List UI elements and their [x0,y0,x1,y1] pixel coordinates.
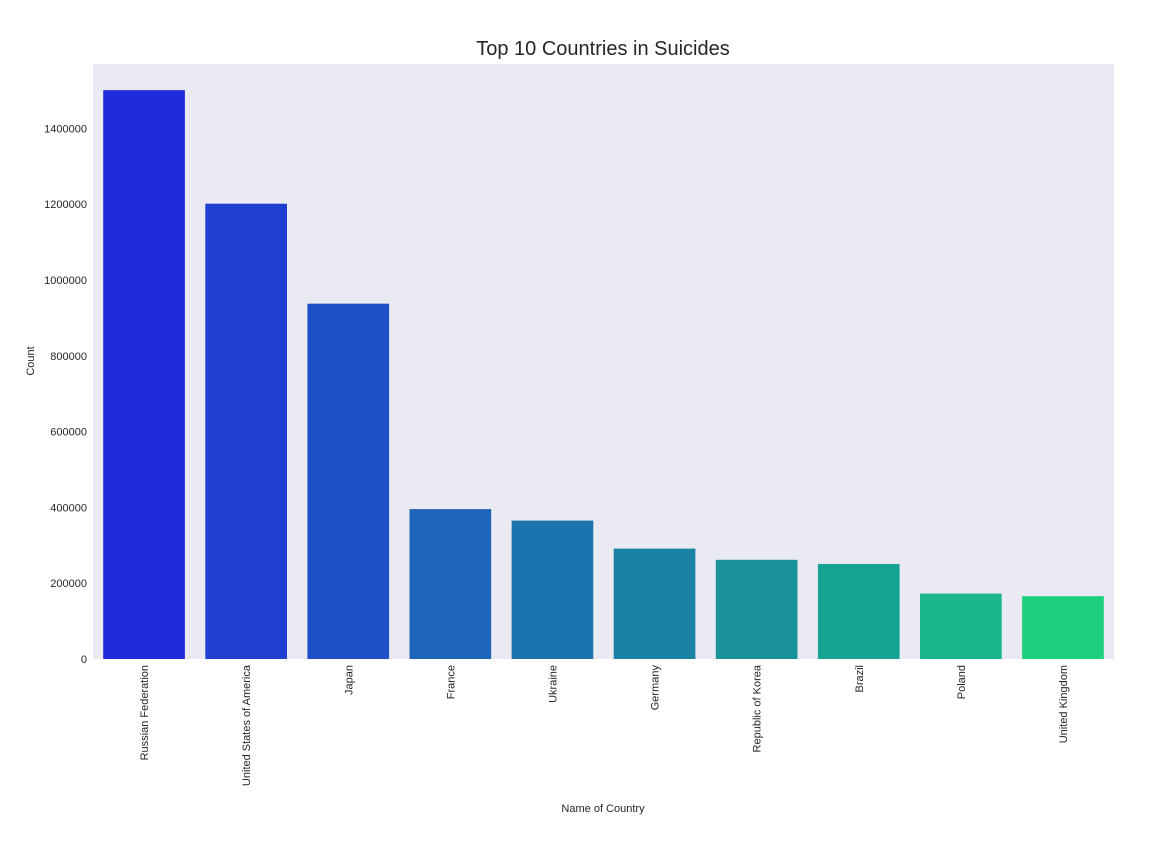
x-tick-label: France [445,665,457,699]
bar-brazil [817,563,900,659]
y-tick-label: 0 [81,654,87,666]
bar-japan [307,303,390,659]
y-tick-label: 1400000 [44,123,87,135]
y-axis-label: Count [25,346,37,375]
x-axis-ticks: Russian Federation United States of Ameri… [139,664,1070,786]
bar-poland [920,593,1002,659]
x-tick-label: Japan [343,665,355,695]
y-tick-label: 800000 [50,351,87,363]
x-tick-label: Ukraine [547,665,559,703]
x-tick-label: United Kingdom [1058,665,1070,743]
x-tick-label: Poland [956,665,968,699]
bar-republic-of-korea [715,559,798,659]
bar-united-states-of-america [205,203,287,660]
x-tick-label: United States of America [241,664,253,786]
y-tick-label: 1200000 [44,199,87,211]
y-tick-label: 1000000 [44,275,87,287]
bars-group [103,90,1104,660]
y-tick-label: 400000 [50,502,87,514]
x-tick-label: Russian Federation [139,665,151,760]
x-tick-label: Germany [650,665,662,711]
bar-france [409,509,492,659]
bar-russian-federation [103,90,185,659]
bar-ukraine [511,520,594,659]
bar-united-kingdom [1022,596,1104,659]
x-tick-label: Brazil [854,665,866,693]
x-axis-label: Name of Country [561,803,645,815]
x-tick-label: Republic of Korea [752,664,764,752]
y-tick-label: 600000 [50,427,87,439]
y-tick-label: 200000 [50,578,87,590]
y-axis-ticks: 0 200000 400000 600000 800000 1000000 1200000 1… [44,123,87,666]
bar-germany [613,548,696,659]
chart-title: Top 10 Countries in Suicides [476,38,729,60]
